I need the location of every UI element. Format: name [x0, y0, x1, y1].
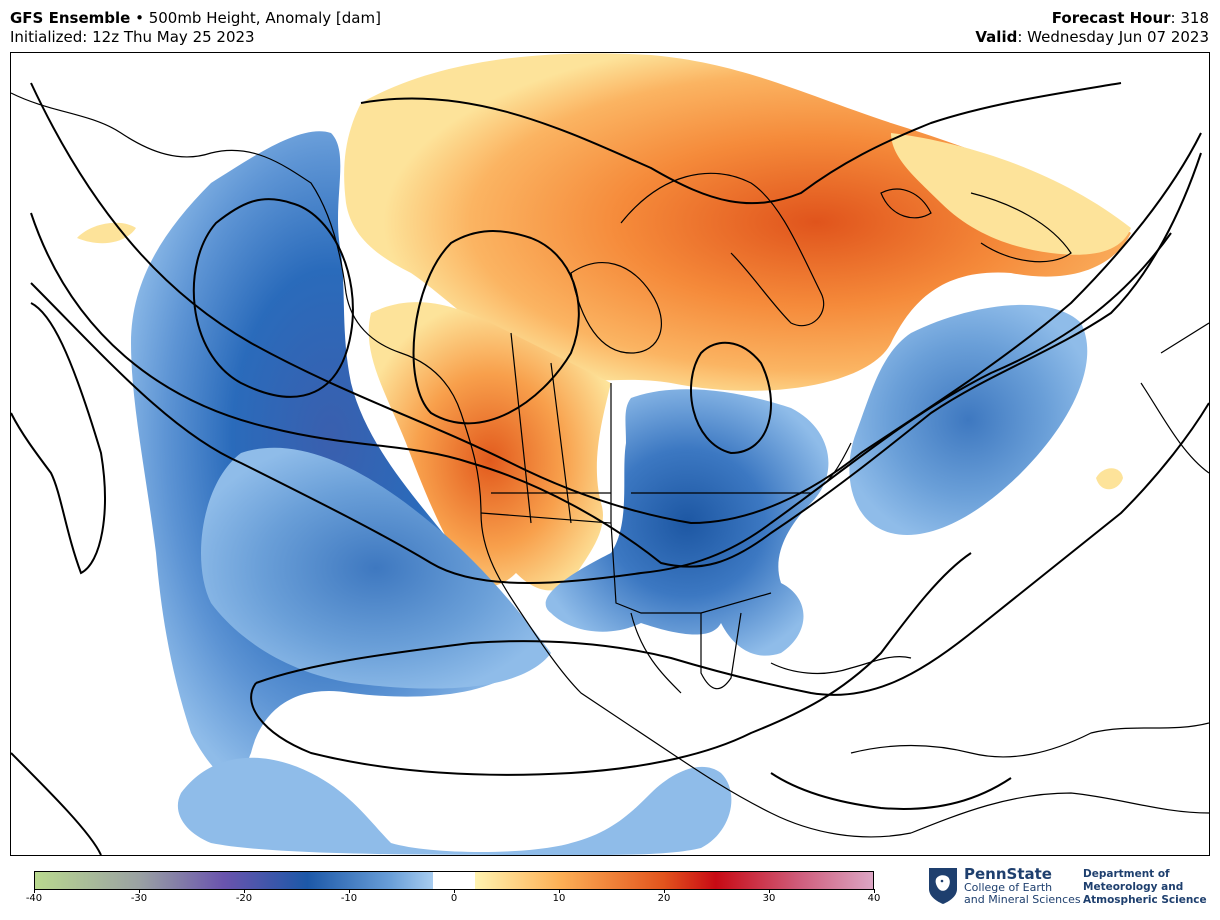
colorbar-tick-label: 0 [450, 893, 458, 904]
colorbar-tickmark [139, 889, 140, 893]
negative-anomaly-atlantic [849, 304, 1088, 535]
pennstate-logo: PennState College of Earth and Mineral S… [928, 865, 1208, 909]
pennstate-name: PennState [964, 865, 1052, 883]
negative-anomaly-central-pacific [201, 447, 551, 689]
colorbar-fill [35, 872, 873, 889]
colorbar-tick-label: -10 [340, 893, 358, 904]
colorbar [34, 871, 874, 890]
college-line-2: and Mineral Sciences [964, 893, 1081, 906]
colorbar-tick-label: 20 [657, 893, 671, 904]
positive-anomaly-east [891, 133, 1131, 255]
nittany-lion-shield-icon [929, 868, 957, 904]
dept-line-3: Atmospheric Science [1083, 894, 1207, 906]
dept-line-2: Meteorology and [1083, 881, 1184, 893]
colorbar-tickmark [769, 889, 770, 893]
colorbar-tickmark [559, 889, 560, 893]
colorbar-tickmark [664, 889, 665, 893]
negative-anomaly-south-pacific [177, 757, 732, 855]
colorbar-tick-label: -20 [235, 893, 253, 904]
coastlines [11, 92, 1209, 838]
valid-time: Valid: Wednesday Jun 07 2023 [975, 28, 1209, 47]
colorbar-tickmark [874, 889, 875, 893]
valid-label: Valid [975, 28, 1018, 46]
colorbar-tick-label: -40 [25, 893, 43, 904]
model-name: GFS Ensemble [10, 9, 131, 27]
title-separator: • [130, 9, 149, 27]
forecast-hour-label: Forecast Hour [1051, 9, 1171, 27]
map-svg [11, 53, 1209, 855]
positive-anomaly-pacific-sliver [77, 222, 136, 244]
forecast-hour: Forecast Hour: 318 [1052, 9, 1209, 28]
init-time: Initialized: 12z Thu May 25 2023 [10, 28, 255, 46]
colorbar-tick-label: 40 [867, 893, 881, 904]
colorbar-tickmark [349, 889, 350, 893]
colorbar-tick-label: -30 [130, 893, 148, 904]
colorbar-tick-label: 30 [762, 893, 776, 904]
map-panel[interactable] [10, 52, 1210, 856]
forecast-hour-value: : 318 [1170, 9, 1209, 27]
colorbar-tickmark [244, 889, 245, 893]
positive-anomaly-arctic [344, 53, 1131, 391]
title-line: GFS Ensemble • 500mb Height, Anomaly [da… [10, 9, 381, 28]
dept-line-1: Department of [1083, 868, 1170, 880]
colorbar-tickmark [34, 889, 35, 893]
college-line-1: College of Earth [964, 881, 1053, 894]
colorbar-tick-label: 10 [552, 893, 566, 904]
height-contours [11, 82, 1209, 855]
positive-anomaly-small [1096, 468, 1123, 490]
colorbar-svg [35, 872, 873, 889]
product-name: 500mb Height, Anomaly [dam] [148, 9, 381, 27]
colorbar-tickmark [454, 889, 455, 893]
valid-value: : Wednesday Jun 07 2023 [1017, 28, 1209, 46]
